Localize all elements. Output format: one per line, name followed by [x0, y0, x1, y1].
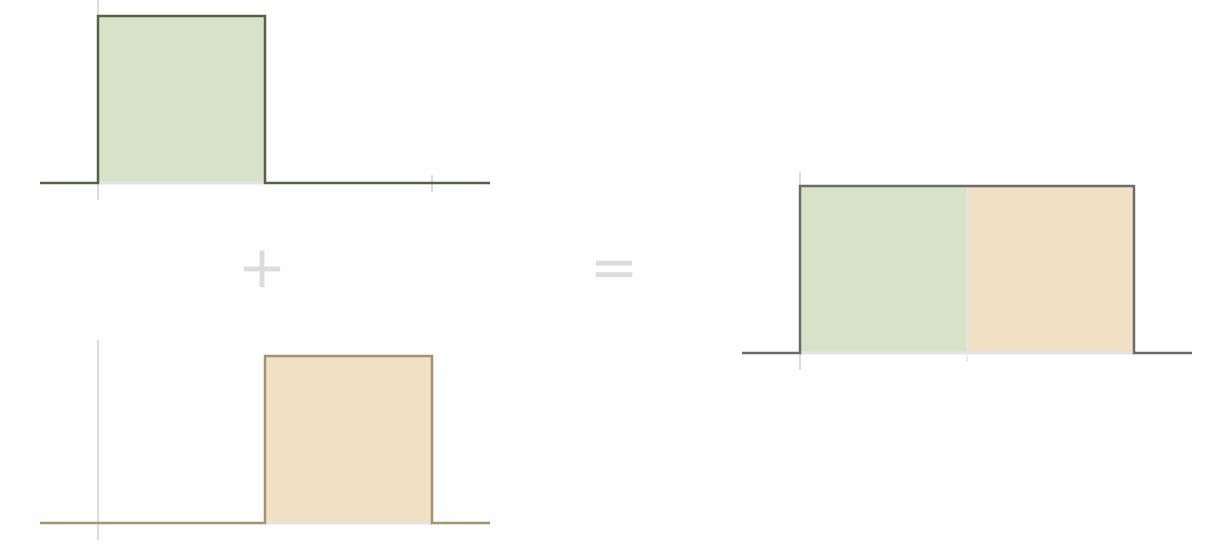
second-pulse-panel	[40, 340, 490, 540]
second-pulse-outline	[40, 354, 490, 525]
sum-pulse-outline	[742, 184, 1192, 355]
second-pulse-fill	[265, 356, 432, 523]
sum-segment-tan	[967, 186, 1134, 353]
first-pulse-fill	[98, 16, 265, 183]
sum-segment-green	[800, 186, 967, 353]
first-pulse-panel	[40, 0, 490, 200]
sum-pulse-panel	[742, 172, 1192, 370]
first-pulse-outline	[40, 14, 490, 185]
